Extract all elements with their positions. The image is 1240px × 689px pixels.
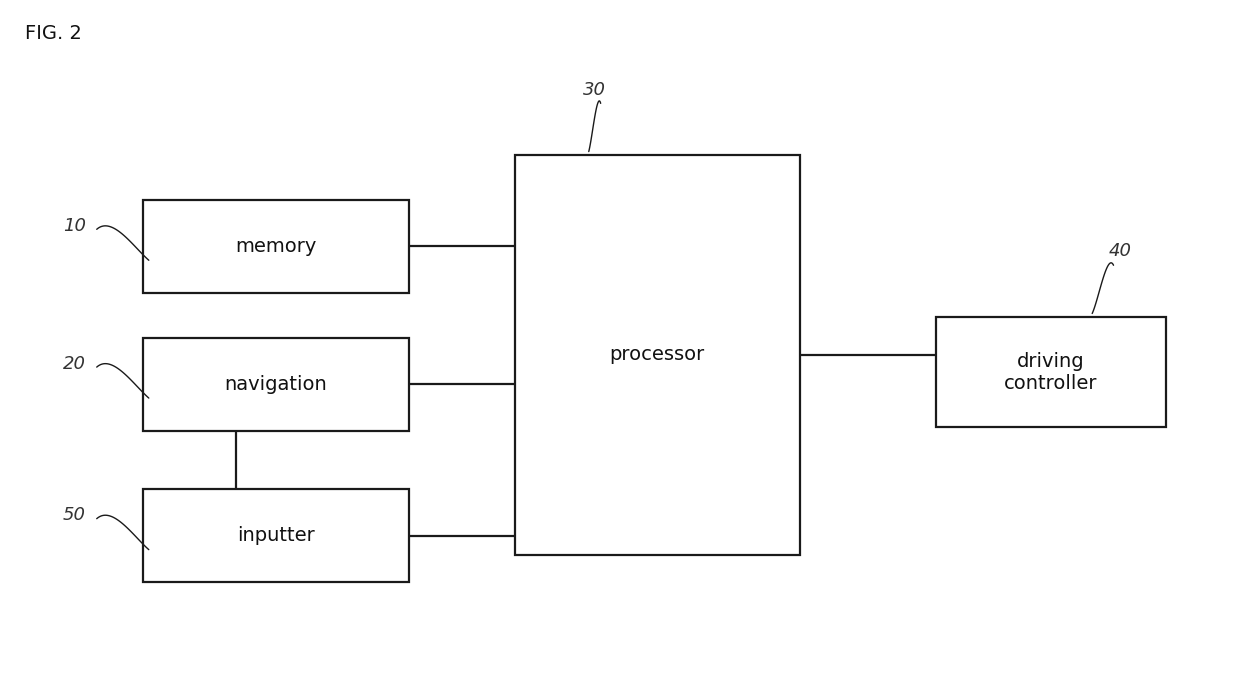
Text: 40: 40 <box>1109 243 1131 260</box>
Text: 20: 20 <box>63 355 86 373</box>
Text: 10: 10 <box>63 217 86 235</box>
Text: 50: 50 <box>63 506 86 524</box>
Text: processor: processor <box>610 345 704 364</box>
Bar <box>515 155 800 555</box>
Text: inputter: inputter <box>237 526 315 545</box>
Text: 30: 30 <box>583 81 606 99</box>
Bar <box>143 338 409 431</box>
Bar <box>143 200 409 293</box>
Text: navigation: navigation <box>224 375 327 393</box>
Bar <box>143 489 409 582</box>
Bar <box>936 317 1166 427</box>
Text: driving
controller: driving controller <box>1004 351 1097 393</box>
Text: FIG. 2: FIG. 2 <box>25 24 82 43</box>
Text: memory: memory <box>236 237 316 256</box>
